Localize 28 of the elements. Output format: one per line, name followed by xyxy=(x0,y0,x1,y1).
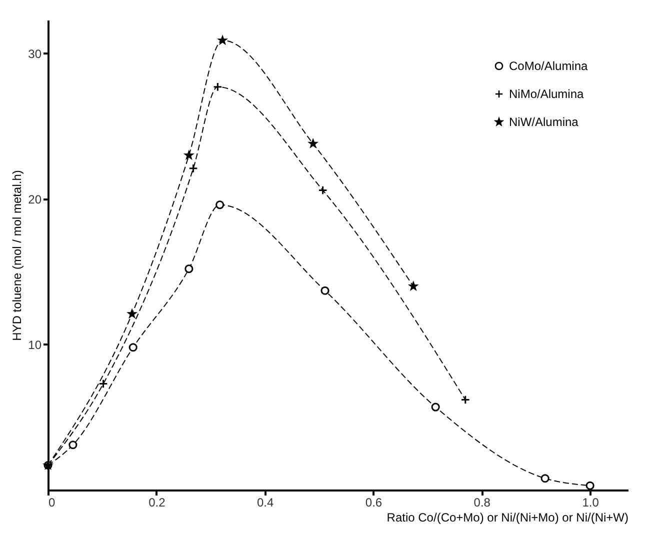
point xyxy=(308,139,318,148)
legend-label: NiW/Alumina xyxy=(509,115,579,129)
x-tick-label: 0.2 xyxy=(148,496,166,510)
x-tick-label: 0.6 xyxy=(365,496,382,510)
y-tick-label: 10 xyxy=(28,338,42,352)
point xyxy=(188,164,198,174)
y-tick-label: 30 xyxy=(28,46,42,61)
point xyxy=(98,379,108,388)
x-tick-label: 0.8 xyxy=(474,496,491,510)
point xyxy=(318,186,328,195)
y-tick-label: 20 xyxy=(28,192,42,206)
point xyxy=(431,402,440,412)
legend-label: CoMo/Alumina xyxy=(509,59,588,73)
y-axis-title: HYD toluene (mol / mol metal.h) xyxy=(10,170,24,341)
point xyxy=(586,481,594,490)
x-axis-title: Ratio Co/(Co+Mo) or Ni/(Ni+Mo) or Ni/(Ni+W) xyxy=(386,510,628,524)
point xyxy=(184,264,194,274)
point xyxy=(460,395,470,404)
x-tick-label: 0.4 xyxy=(256,496,274,510)
x-tick-label: 0 xyxy=(48,496,56,510)
point xyxy=(216,200,224,210)
point xyxy=(540,474,550,483)
legend-label: NiMo/Alumina xyxy=(509,87,584,101)
point xyxy=(68,440,78,450)
point xyxy=(320,286,330,295)
x-tick-label: 1.0 xyxy=(582,496,600,510)
point xyxy=(213,82,222,92)
point xyxy=(128,343,138,352)
